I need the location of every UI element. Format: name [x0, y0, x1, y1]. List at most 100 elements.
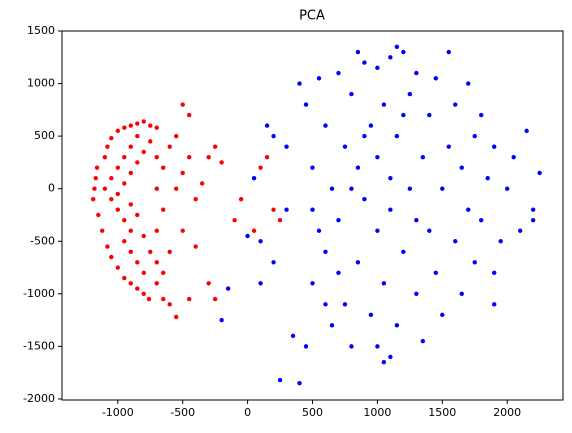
point — [414, 70, 419, 76]
point — [485, 175, 490, 181]
point — [323, 302, 328, 307]
point — [135, 160, 140, 165]
point — [310, 207, 315, 212]
y-tick-label: -1500 — [23, 339, 55, 352]
point — [459, 291, 464, 297]
point — [212, 296, 218, 302]
point — [323, 249, 328, 254]
point — [479, 112, 484, 118]
point — [206, 154, 211, 160]
point — [96, 212, 101, 218]
point — [141, 233, 146, 239]
point — [141, 270, 146, 275]
x-tick-label: 1000 — [363, 406, 391, 419]
point — [128, 249, 133, 254]
chart-title: PCA — [299, 9, 325, 24]
point — [271, 133, 276, 139]
point — [219, 317, 224, 323]
point — [128, 144, 133, 149]
point — [232, 218, 237, 223]
point — [258, 281, 263, 286]
point — [492, 270, 497, 275]
point — [466, 81, 471, 86]
point — [375, 154, 380, 160]
point — [329, 186, 335, 191]
point — [141, 119, 146, 124]
point — [355, 165, 361, 170]
point — [479, 218, 484, 223]
x-tick-label: 2000 — [493, 406, 521, 419]
point — [414, 291, 419, 297]
point — [349, 91, 354, 97]
point — [388, 55, 393, 60]
point — [212, 144, 218, 149]
point — [251, 175, 257, 181]
point — [504, 186, 510, 191]
point — [498, 239, 503, 244]
point — [453, 102, 458, 107]
point — [310, 165, 315, 170]
point — [102, 154, 108, 160]
point — [310, 281, 315, 286]
point — [271, 260, 276, 265]
point — [414, 218, 419, 223]
point — [154, 125, 159, 130]
point — [362, 133, 367, 139]
point — [135, 133, 140, 139]
point — [401, 112, 406, 118]
point — [199, 181, 205, 186]
point — [336, 270, 341, 275]
point — [284, 144, 289, 149]
point — [388, 354, 393, 360]
point — [122, 239, 127, 244]
point — [394, 44, 400, 49]
point — [128, 202, 133, 207]
point — [167, 249, 172, 254]
point — [388, 207, 393, 212]
point — [362, 197, 367, 202]
point — [446, 144, 451, 149]
point — [355, 260, 361, 265]
point — [146, 296, 152, 302]
y-tick-label: 1000 — [27, 77, 55, 90]
point — [135, 212, 140, 218]
point — [122, 154, 127, 160]
point — [349, 344, 354, 349]
point — [161, 296, 166, 302]
point — [135, 260, 140, 265]
point — [102, 186, 108, 191]
point — [161, 207, 166, 212]
point — [381, 359, 387, 365]
point — [375, 65, 380, 70]
point — [264, 123, 270, 128]
point — [401, 249, 406, 254]
point — [323, 123, 328, 128]
point — [342, 302, 348, 307]
point — [466, 207, 471, 212]
point — [258, 165, 263, 170]
point — [420, 154, 426, 160]
point — [258, 239, 263, 244]
point — [186, 154, 192, 160]
point — [440, 186, 445, 191]
x-tick-label: -500 — [170, 406, 195, 419]
point — [355, 49, 361, 55]
point — [407, 186, 413, 191]
point — [388, 175, 393, 181]
point — [368, 123, 374, 128]
point — [186, 112, 192, 118]
point — [530, 218, 536, 223]
y-tick-label: 500 — [34, 129, 55, 142]
point — [407, 91, 413, 97]
point — [530, 207, 536, 212]
point — [154, 260, 159, 265]
y-tick-label: -1000 — [23, 287, 55, 300]
point — [375, 228, 380, 233]
point — [180, 102, 185, 107]
point — [206, 281, 211, 286]
point — [284, 207, 289, 212]
point — [453, 239, 458, 244]
point — [394, 323, 400, 328]
point — [427, 112, 432, 118]
